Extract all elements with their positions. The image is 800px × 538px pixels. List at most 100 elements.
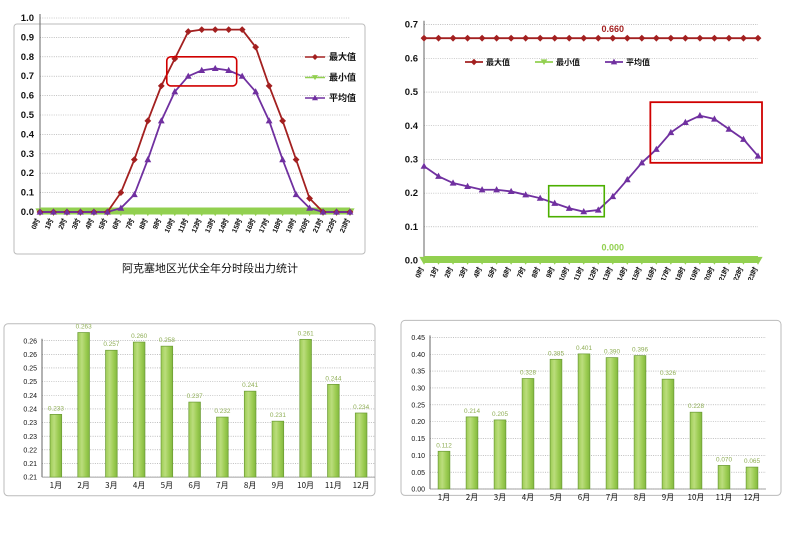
svg-text:20时: 20时 [702,266,716,280]
svg-text:3月: 3月 [494,492,506,503]
svg-text:21时: 21时 [310,217,324,234]
svg-text:8月: 8月 [634,492,646,503]
svg-text:6月: 6月 [188,480,200,491]
svg-text:23时: 23时 [745,266,759,280]
svg-text:22时: 22时 [731,266,745,280]
svg-text:9月: 9月 [662,492,674,503]
svg-text:0.00: 0.00 [411,487,425,494]
svg-text:0.065: 0.065 [744,458,760,465]
svg-text:0.3: 0.3 [21,149,34,160]
svg-text:0.2: 0.2 [21,168,34,179]
svg-text:0.6: 0.6 [21,91,34,102]
svg-text:0.4: 0.4 [405,121,419,132]
svg-text:11时: 11时 [571,266,585,280]
svg-text:0.24: 0.24 [23,407,37,414]
svg-text:0.396: 0.396 [632,347,648,354]
svg-text:0.26: 0.26 [23,338,37,345]
svg-text:0.23: 0.23 [23,420,37,427]
svg-text:0.23: 0.23 [23,434,37,441]
svg-text:7月: 7月 [606,492,618,503]
svg-text:15时: 15时 [629,266,643,280]
svg-text:0.30: 0.30 [411,386,425,393]
svg-text:0.258: 0.258 [159,337,175,344]
svg-text:6时: 6时 [110,217,123,231]
svg-text:最大值: 最大值 [329,50,356,63]
svg-text:21时: 21时 [716,266,730,280]
svg-text:8时: 8时 [137,217,150,231]
svg-text:0.25: 0.25 [411,402,425,409]
svg-text:10时: 10时 [557,266,571,280]
svg-text:10月: 10月 [297,480,314,491]
svg-text:0.6: 0.6 [405,53,418,64]
svg-text:9时: 9时 [150,217,163,231]
svg-text:3月: 3月 [105,480,117,491]
svg-text:0.05: 0.05 [411,470,425,477]
svg-text:15时: 15时 [230,217,244,234]
svg-text:14时: 14时 [615,266,629,280]
svg-text:5月: 5月 [161,480,173,491]
svg-text:2月: 2月 [77,480,89,491]
svg-text:阿克塞地区光伏全年分时段出力统计: 阿克塞地区光伏全年分时段出力统计 [122,260,298,276]
svg-text:6月: 6月 [578,492,590,503]
svg-text:0.9: 0.9 [21,32,34,43]
svg-text:10月: 10月 [688,492,705,503]
svg-text:16时: 16时 [644,266,658,280]
svg-text:17时: 17时 [257,217,271,234]
svg-text:0.2: 0.2 [405,188,418,199]
svg-text:9月: 9月 [272,480,284,491]
svg-text:0.660: 0.660 [602,24,625,34]
svg-text:0.40: 0.40 [411,352,425,359]
svg-text:最小值: 最小值 [556,57,580,68]
svg-text:11月: 11月 [716,492,733,503]
svg-text:0.7: 0.7 [405,20,418,31]
svg-text:0.20: 0.20 [411,419,425,426]
svg-text:1月: 1月 [438,492,450,503]
svg-text:10时: 10时 [162,217,176,234]
svg-text:0.231: 0.231 [270,412,286,419]
svg-text:0.21: 0.21 [23,461,37,468]
svg-text:0.326: 0.326 [660,370,676,377]
svg-text:1时: 1时 [428,266,441,280]
svg-text:1.0: 1.0 [21,13,34,24]
svg-text:7月: 7月 [216,480,228,491]
svg-text:1月: 1月 [50,480,62,491]
svg-text:0.261: 0.261 [298,330,314,337]
svg-text:0.232: 0.232 [214,408,230,415]
svg-text:12月: 12月 [744,492,761,503]
svg-text:0.205: 0.205 [492,411,508,418]
svg-text:11月: 11月 [325,480,342,491]
svg-text:0时: 0时 [29,217,42,231]
svg-text:22时: 22时 [324,217,338,234]
svg-text:0.15: 0.15 [411,436,425,443]
svg-text:8时: 8时 [529,266,542,280]
svg-text:8月: 8月 [244,480,256,491]
svg-text:23时: 23时 [337,217,351,234]
svg-text:2时: 2时 [56,217,69,231]
svg-text:0.328: 0.328 [520,370,536,377]
svg-text:12时: 12时 [189,217,203,234]
svg-text:18时: 18时 [270,217,284,234]
svg-text:19时: 19时 [283,217,297,234]
svg-text:最大值: 最大值 [486,57,510,68]
svg-text:0.233: 0.233 [48,405,64,412]
svg-text:0.25: 0.25 [23,379,37,386]
svg-text:0.241: 0.241 [242,382,258,389]
svg-text:0.0: 0.0 [21,207,34,218]
svg-text:4时: 4时 [83,217,96,231]
svg-text:0时: 0时 [413,266,426,280]
svg-text:0.1: 0.1 [405,222,419,233]
svg-text:0.390: 0.390 [604,349,620,356]
svg-text:0.1: 0.1 [21,188,35,199]
svg-text:18时: 18时 [673,266,687,280]
svg-text:16时: 16时 [243,217,257,234]
svg-text:0.228: 0.228 [688,403,704,410]
svg-text:0.45: 0.45 [411,335,425,342]
svg-text:4月: 4月 [133,480,145,491]
svg-text:0.24: 0.24 [23,393,37,400]
svg-text:13时: 13时 [600,266,614,280]
svg-text:0.5: 0.5 [21,110,35,121]
svg-text:0.244: 0.244 [325,375,341,382]
svg-text:5时: 5时 [486,266,499,280]
svg-text:0.8: 0.8 [21,52,34,63]
svg-text:2时: 2时 [442,266,455,280]
